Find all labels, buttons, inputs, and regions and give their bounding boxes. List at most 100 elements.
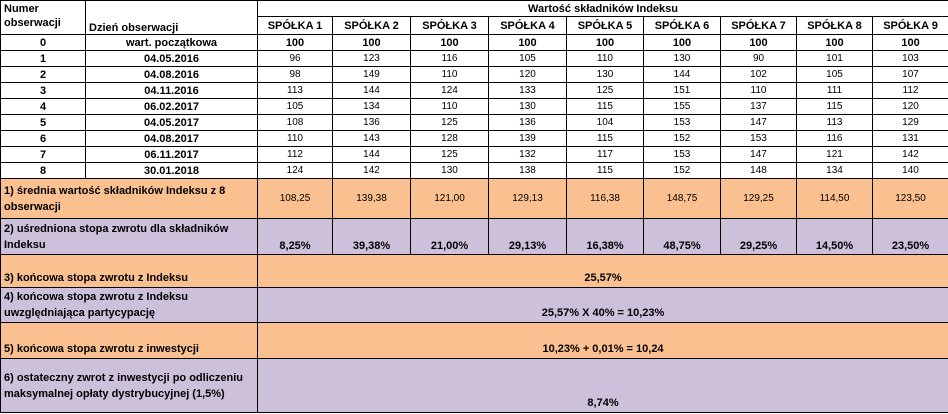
rate-value: 48,75% [643,218,721,255]
value-cell: 112 [871,82,948,99]
rate-value: 21,00% [410,218,489,255]
value-cell: 116 [410,50,489,67]
value-cell: 117 [566,146,644,163]
avg-label: 1) średnia wartość składników Indeksu z … [0,178,258,219]
avg-value: 148,75 [643,178,721,219]
value-cell: 155 [643,98,721,115]
obs-date: 04.08.2016 [85,66,258,83]
net-row: 6) ostateczny zwrot z inwestycji po odli… [0,358,948,413]
obs-date: 04.11.2016 [85,82,258,99]
rate-label: 2) uśredniona stopa zwrotu dla składnikó… [0,218,258,255]
investment-row: 5) końcowa stopa zwrotu z inwestycji 10,… [0,322,948,359]
value-cell: 123 [332,50,411,67]
value-cell: 110 [410,98,489,115]
value-cell: 149 [332,66,411,83]
value-cell: 100 [332,34,411,51]
avg-value: 116,38 [566,178,644,219]
obs-day-header: Dzień obserwacji [85,0,258,35]
net-value: 8,74% [256,358,948,413]
observation-row: 4 06.02.2017 105 134 110 130 115 155 137 115 120 [0,98,948,115]
value-cell: 144 [332,82,411,99]
rate-value: 16,38% [566,218,644,255]
value-cell: 101 [796,50,873,67]
value-cell: 115 [796,98,873,115]
company-header-3: SPÓŁKA 3 [410,16,489,35]
value-cell: 152 [643,162,721,179]
avg-row: 1) średnia wartość składników Indeksu z … [0,178,948,219]
obs-date: 04.05.2016 [85,50,258,67]
rate-row: 2) uśredniona stopa zwrotu dla składnikó… [0,218,948,255]
value-cell: 121 [796,146,873,163]
value-cell: 142 [871,146,948,163]
value-cell: 100 [796,34,873,51]
value-cell: 112 [257,146,333,163]
value-cell: 139 [488,130,567,147]
obs-date: wart. początkowa [85,34,258,51]
value-cell: 104 [566,114,644,131]
observation-row: 8 30.01.2018 124 142 130 138 115 152 148 134 140 [0,162,948,179]
value-cell: 124 [257,162,333,179]
obs-number: 4 [0,98,86,115]
rate-value: 23,50% [871,218,948,255]
rate-value: 14,50% [796,218,873,255]
value-cell: 96 [257,50,333,67]
company-header-1: SPÓŁKA 1 [257,16,333,35]
company-header-2: SPÓŁKA 2 [332,16,411,35]
value-cell: 147 [720,114,797,131]
value-cell: 153 [720,130,797,147]
observation-row: 0 wart. początkowa 100 100 100 100 100 100 100 10… [0,34,948,51]
value-cell: 107 [871,66,948,83]
value-cell: 153 [643,114,721,131]
observation-row: 2 04.08.2016 98 149 110 120 130 144 102 105 107 [0,66,948,83]
rate-value: 29,13% [488,218,567,255]
observation-row: 7 06.11.2017 112 144 125 132 117 153 147 121 142 [0,146,948,163]
value-cell: 143 [332,130,411,147]
value-cell: 125 [566,82,644,99]
value-cell: 110 [720,82,797,99]
value-cell: 110 [566,50,644,67]
value-cell: 110 [257,130,333,147]
final-index-value: 25,57% [256,254,948,288]
value-cell: 100 [488,34,567,51]
value-cell: 103 [871,50,948,67]
avg-value: 123,50 [871,178,948,219]
value-cell: 105 [796,66,873,83]
company-header-8: SPÓŁKA 8 [796,16,873,35]
value-cell: 98 [257,66,333,83]
value-cell: 90 [720,50,797,67]
value-cell: 128 [410,130,489,147]
obs-date: 30.01.2018 [85,162,258,179]
final-index-row: 3) końcowa stopa zwrotu z Indeksu 25,57% [0,254,948,288]
obs-number: 1 [0,50,86,67]
value-cell: 131 [871,130,948,147]
value-cell: 111 [796,82,873,99]
obs-number: 8 [0,162,86,179]
observation-row: 6 04.08.2017 110 143 128 139 115 152 153 116 131 [0,130,948,147]
value-cell: 105 [488,50,567,67]
avg-value: 108,25 [257,178,333,219]
obs-date: 06.11.2017 [85,146,258,163]
value-cell: 144 [643,66,721,83]
obs-number: 7 [0,146,86,163]
rate-value: 39,38% [332,218,411,255]
value-cell: 147 [720,146,797,163]
observation-row: 1 04.05.2016 96 123 116 105 110 130 90 101 103 [0,50,948,67]
investment-value: 10,23% + 0,01% = 10,24 [256,322,948,359]
obs-number: 5 [0,114,86,131]
value-cell: 100 [257,34,333,51]
value-cell: 130 [566,66,644,83]
value-cell: 100 [643,34,721,51]
participation-row: 4) końcowa stopa zwrotu z Indeksu uwzglę… [0,287,948,323]
value-cell: 125 [410,146,489,163]
value-cell: 113 [796,114,873,131]
avg-value: 129,13 [488,178,567,219]
value-cell: 133 [488,82,567,99]
company-header-6: SPÓŁKA 6 [643,16,721,35]
value-cell: 116 [796,130,873,147]
company-header-5: SPÓŁKA 5 [566,16,644,35]
value-cell: 148 [720,162,797,179]
avg-value: 129,25 [720,178,797,219]
rate-value: 8,25% [257,218,333,255]
rate-value: 29,25% [720,218,797,255]
value-cell: 120 [871,98,948,115]
